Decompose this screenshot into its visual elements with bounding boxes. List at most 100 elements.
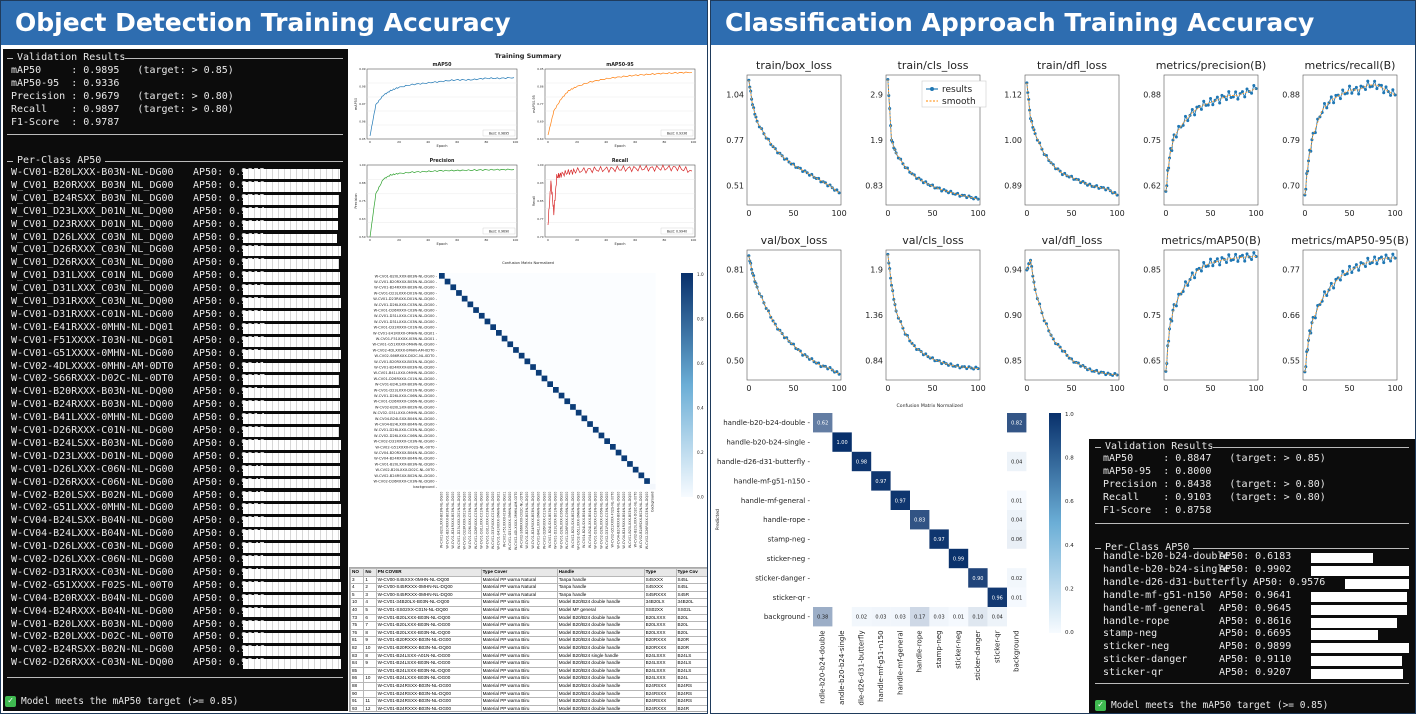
ap50-bar xyxy=(1311,565,1409,576)
table-cell: 93 xyxy=(350,704,365,711)
table-cell: Material PP warna Biru xyxy=(480,689,558,699)
color-scale xyxy=(1049,413,1061,633)
col-label: W-CV01-D31LXXX-C01N-NL-DG00 xyxy=(480,492,484,549)
table-cell: Material PP warna Natural xyxy=(480,575,558,585)
row-label: W-CV02-D31RXXX-C03N-NL-DG00 - xyxy=(374,440,438,444)
matrix-cell xyxy=(553,387,559,393)
row-label: W-CV01-D31LXXX-C03N-NL-DG00 - xyxy=(374,320,438,324)
matrix-cell xyxy=(467,301,474,308)
y-tick: 0.96 xyxy=(359,120,365,124)
col-label: W-CV01-B24LSXX-B03N-NL-DG00 xyxy=(548,492,552,548)
data-point xyxy=(1236,259,1240,263)
table-cell: 76 xyxy=(350,628,365,638)
class-name: W-CV01-D31RXXX-C01N-NL-DG00 xyxy=(11,308,174,320)
table-cell: 5 xyxy=(350,590,365,600)
table-cell: Model B20/B24 double handle xyxy=(556,704,645,711)
y-axis-label: mAP50-95 xyxy=(532,95,536,113)
table-cell: Material PP warna Biru xyxy=(480,643,558,653)
y-tick: 0.77 xyxy=(537,217,543,221)
matrix-cell xyxy=(832,432,852,452)
table-cell: 73 xyxy=(350,613,365,623)
smooth-line xyxy=(887,254,979,370)
series-line xyxy=(547,71,693,136)
data-point xyxy=(1252,251,1256,255)
y-tick: 0.86 xyxy=(537,85,543,89)
y-tick: 0.95 xyxy=(359,137,365,141)
data-point xyxy=(826,184,830,188)
col-label: W-CV01-D23LXXX-D01N-NL-DQ00 xyxy=(457,492,461,549)
smooth-line xyxy=(748,80,840,194)
matrix-cell xyxy=(632,466,639,473)
data-point xyxy=(817,361,821,365)
table-cell: Model B20/B24 double handle xyxy=(556,689,645,699)
data-point xyxy=(1108,372,1112,376)
ap50-bar xyxy=(243,181,341,192)
row-label: sticker-qr - xyxy=(773,594,811,602)
data-point xyxy=(1243,259,1247,263)
matrix-cell xyxy=(987,587,1007,607)
data-point xyxy=(1341,269,1345,273)
class-name: W-CV01-D26LXXX-C03N-NL-DG00 xyxy=(11,541,174,553)
y-tick: 0.75 xyxy=(359,199,365,203)
row-label: W-CV02-B20LXXX-D02C-NL-00T0 - xyxy=(375,468,437,472)
data-point xyxy=(1325,106,1329,110)
data-point xyxy=(1183,280,1187,284)
table-cell: 1 xyxy=(363,575,377,585)
y-tick: 1.04 xyxy=(726,91,744,100)
data-point xyxy=(1220,256,1224,260)
matrix-cell xyxy=(564,398,571,405)
matrix-cell xyxy=(851,607,872,627)
per-class-row: W-CV04-B24LXXX-B04N-NL-DG00 AP50: 0.9935 xyxy=(11,528,265,539)
data-point xyxy=(776,151,780,155)
table-cell: 34B20L xyxy=(675,598,707,607)
data-point xyxy=(1373,255,1377,259)
data-point xyxy=(1113,190,1117,194)
col-label: andle-b20-b24-single xyxy=(838,630,846,704)
per-class-row: W_CV01_D26RXXX_C03N_NL_DG00 AP50: 0.9950 xyxy=(11,244,265,255)
class-name: handle-b20-b24-single xyxy=(1103,563,1230,575)
confusion-title-small: Confusion Matrix Normalized xyxy=(502,261,554,265)
data-point xyxy=(1209,96,1213,100)
row-label: W-CV01-B20RXXX-B03N-NL-DG00 - xyxy=(374,280,438,284)
y-axis-label: Predicted xyxy=(715,509,721,530)
table-cell: Material PP warna Biru xyxy=(480,659,558,668)
table-cell: Material PP warna Biru xyxy=(480,605,558,615)
data-point xyxy=(1224,98,1228,102)
table-cell: Tanpa handle xyxy=(556,575,645,585)
col-label: W-CV01-D26LXXX-C06N-NL-DG00 xyxy=(559,492,563,549)
class-name: sticker-danger xyxy=(1103,654,1188,666)
validation-terminal: Validation Results mAP50 : 0.9895 (targe… xyxy=(3,49,348,711)
target-status: ✓ Model meets the mAP50 target (>= 0.85) xyxy=(5,696,238,707)
table-row: 5 3 W-CV00-S45RXXX-0MHN-NL-DQ00 Material PP… xyxy=(350,590,707,600)
row-label: W-CV01-D26LXXX-C06N-NL-DG00 - xyxy=(374,394,438,398)
ap50-bar xyxy=(243,530,341,541)
line-chart xyxy=(544,68,696,140)
table-cell: B24RSXX xyxy=(643,681,677,691)
ap50-bar xyxy=(243,633,341,644)
matrix-cell xyxy=(501,335,508,342)
x-tick: 20 xyxy=(397,140,401,144)
matrix-cell xyxy=(1007,510,1027,530)
data-point xyxy=(752,274,756,278)
per-class-row: W-CV02-D31RXXX-C03N-NL-DG00 AP50: 0.9940 xyxy=(11,567,265,578)
data-point xyxy=(1393,256,1397,260)
data-point xyxy=(1234,90,1238,94)
class-name: W-CV01-B20RXXX-B03N-NL-DQ00 xyxy=(11,386,174,398)
matrix-cell xyxy=(890,490,910,510)
data-point xyxy=(1391,252,1395,256)
class-name: handle-rope xyxy=(1103,615,1170,627)
class-name: W-CV01-D26RXXX-C01N-NL-DG00 xyxy=(11,425,174,436)
plot-frame xyxy=(366,164,518,238)
col-label: W-CV01-D23RXXX-D01N-NL-DQ00 xyxy=(463,492,467,550)
table-cell: W-CV01-B20RXXX-B03N-NL-DQ00 xyxy=(375,643,482,653)
data-point xyxy=(1174,304,1178,308)
row-label: W-CV02-G51XXXX-F02S-NL-00T0 - xyxy=(375,445,437,449)
scale-tick: 0.8 xyxy=(1065,456,1074,462)
data-point xyxy=(1375,262,1379,266)
data-point xyxy=(1206,264,1210,268)
matrix-cell xyxy=(813,607,833,627)
row-label: handle-mf-general - xyxy=(741,497,811,505)
ap50-bar xyxy=(243,478,341,489)
data-point xyxy=(1357,92,1361,96)
table-cell: B24RSXX xyxy=(643,697,677,706)
